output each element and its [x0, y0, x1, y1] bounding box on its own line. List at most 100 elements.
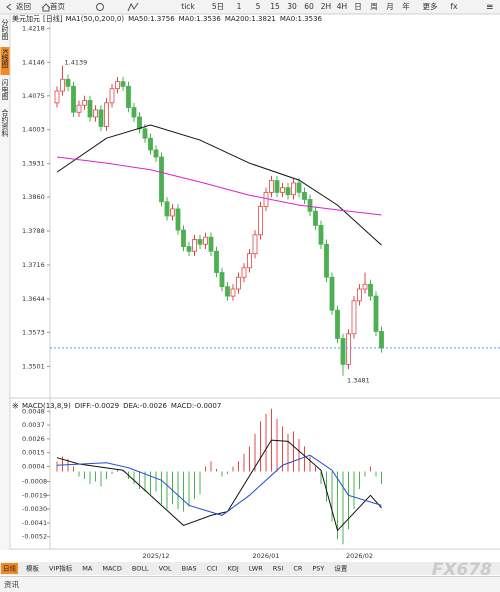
macd-title: MACD(13,8,9) [22, 402, 71, 410]
toolbar-button[interactable]: 1 [237, 2, 242, 11]
footer-bg [0, 577, 500, 592]
candle-body [230, 288, 236, 297]
toolbar-button[interactable]: 4H [337, 2, 347, 11]
candle-body [93, 109, 98, 118]
back-icon[interactable] [6, 3, 12, 11]
toolbar-button[interactable]: 更多 [423, 1, 438, 11]
candle-body [351, 300, 357, 335]
y-tick-label: 1.4218 [22, 24, 45, 32]
candle-body [346, 333, 351, 365]
toolbar-button[interactable]: 5 [256, 2, 261, 11]
side-tab[interactable]: 分时图 [1, 18, 9, 41]
bottom-tab[interactable]: 设置 [334, 564, 348, 573]
footer-tab[interactable]: 资讯 [4, 579, 19, 589]
candle-body [296, 182, 302, 193]
side-tab-active [0, 47, 10, 75]
y-tick-label: 1.4075 [22, 92, 45, 100]
bottom-tab[interactable]: 日线 [3, 564, 17, 573]
y-tick-label: 0.0048 [22, 407, 45, 415]
candle-body [313, 210, 318, 226]
candle-body [307, 199, 313, 212]
y-tick-label: 0.0004 [22, 462, 45, 470]
bottom-tab[interactable]: CCI [207, 565, 218, 573]
toolbar-button[interactable]: 日 [354, 2, 362, 11]
candle-body [192, 239, 197, 252]
candle-body [324, 243, 329, 278]
candle-body [379, 331, 384, 349]
candle-body [247, 253, 252, 269]
tab-active-bg [1, 563, 18, 574]
side-tab[interactable]: 合约资料 [1, 108, 9, 138]
bottom-tab[interactable]: BOLL [132, 565, 149, 573]
candle-body [269, 180, 274, 193]
candle-body [82, 100, 87, 106]
chart-icon[interactable] [127, 2, 139, 12]
y-tick-label: 1.3644 [22, 295, 45, 303]
toolbar-bg [0, 0, 500, 14]
candle-body [104, 102, 109, 127]
candle-body [302, 191, 307, 200]
toolbar-button[interactable]: fx [450, 2, 458, 11]
candle-body [142, 128, 148, 139]
candle-body [291, 182, 296, 196]
chart-title: 美元加元 [12, 14, 40, 23]
bottom-tab[interactable]: MA [82, 565, 93, 573]
toolbar-button[interactable]: 2H [321, 2, 331, 11]
candle-body [373, 295, 379, 332]
candle-body [153, 149, 159, 158]
bottom-tab[interactable]: LWR [249, 565, 263, 573]
bottom-tab[interactable]: KDJ [228, 565, 239, 573]
toolbar-button[interactable]: tick [181, 2, 195, 11]
y-tick-label: -0.0019 [22, 491, 47, 499]
toolbar-button[interactable]: 月 [386, 2, 394, 11]
home-icon [41, 3, 51, 12]
candle-body [208, 236, 214, 252]
toolbar-button[interactable]: 30 [287, 2, 297, 11]
bottom-tab[interactable]: VOL [159, 565, 172, 573]
bottom-tab[interactable]: PSY [312, 565, 324, 573]
candle-body [335, 309, 340, 339]
legend-item: MACD:-0.0007 [171, 402, 221, 410]
toolbar-button[interactable]: 60 [304, 2, 314, 11]
candle-body [181, 229, 186, 247]
bottom-tab[interactable]: VIP指标 [49, 564, 73, 573]
side-tab[interactable]: 闪电图 [1, 78, 9, 101]
toolbar-button[interactable]: 5日 [212, 2, 224, 11]
candle-body [285, 187, 291, 196]
candle-body [109, 88, 115, 104]
candle-body [258, 206, 263, 236]
bottom-tab[interactable]: 模板 [26, 564, 40, 573]
bottom-tab[interactable]: BIAS [182, 565, 197, 573]
candle-body [54, 90, 60, 104]
side-tab[interactable]: K线图 [1, 49, 9, 69]
toolbar-button[interactable]: 首页 [50, 1, 65, 11]
candle-body [120, 81, 126, 87]
indicator-icon[interactable]: ※ [12, 402, 19, 411]
candle-body [131, 107, 137, 118]
bottom-tab[interactable]: CR [293, 565, 303, 573]
candle-body [252, 234, 258, 255]
high-annotation: 1.4139 [65, 59, 88, 67]
candle-body [65, 78, 71, 87]
legend-item: DEA:-0.0026 [123, 402, 167, 410]
low-annotation: 1.3481 [347, 377, 370, 385]
indicator-label: MA1(50,0,200,0) [65, 15, 124, 23]
bottom-tab[interactable]: MACD [102, 565, 121, 573]
bottom-tab[interactable]: RSI [273, 565, 284, 573]
toolbar-button[interactable]: 周 [370, 2, 378, 11]
toolbar-button[interactable]: 15 [270, 2, 280, 11]
refresh-icon[interactable] [96, 3, 104, 11]
candle-body [170, 208, 175, 217]
candle-body [159, 156, 164, 203]
toolbar-button[interactable]: 返回 [16, 2, 31, 11]
menu-icon[interactable]: ≡ [486, 3, 494, 13]
candle-body [225, 286, 230, 297]
watermark: FX678 [432, 560, 492, 580]
y-tick-label: 1.3860 [22, 193, 45, 201]
x-tick-label: 2025/12 [142, 552, 169, 560]
side-bg [0, 15, 10, 550]
legend-item: MA0:1.3536 [179, 15, 222, 23]
toolbar-button[interactable]: 年 [402, 1, 410, 11]
y-tick-label: 1.3501 [22, 362, 45, 370]
y-tick-label: 1.3788 [22, 227, 45, 235]
